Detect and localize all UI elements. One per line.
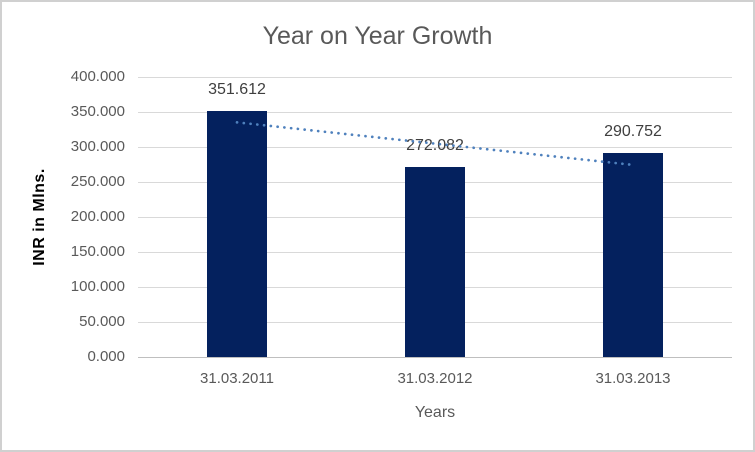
category-label: 31.03.2011 — [200, 370, 274, 387]
y-tick-label: 100.000 — [70, 278, 125, 295]
gridline — [138, 112, 732, 113]
y-tick-label: 150.000 — [70, 243, 125, 260]
y-tick-label: 400.000 — [70, 68, 125, 85]
bar — [405, 166, 465, 357]
category-label: 31.03.2013 — [595, 370, 671, 387]
bar — [207, 110, 267, 357]
chart-title: Year on Year Growth — [262, 22, 493, 50]
category-label: 31.03.2012 — [397, 370, 473, 387]
data-label: 272.082 — [406, 136, 464, 154]
bar — [603, 153, 663, 357]
gridline — [138, 77, 732, 78]
x-axis-title: Years — [414, 404, 456, 421]
y-tick-label: 250.000 — [70, 173, 125, 190]
y-tick-label: 0.000 — [87, 348, 125, 365]
y-tick-label: 300.000 — [70, 138, 125, 155]
x-axis-line — [138, 357, 732, 358]
data-label: 290.752 — [604, 123, 662, 141]
y-tick-label: 350.000 — [70, 103, 125, 120]
data-label: 351.612 — [208, 80, 266, 98]
y-tick-label: 200.000 — [70, 208, 125, 225]
y-tick-label: 50.000 — [79, 313, 125, 330]
